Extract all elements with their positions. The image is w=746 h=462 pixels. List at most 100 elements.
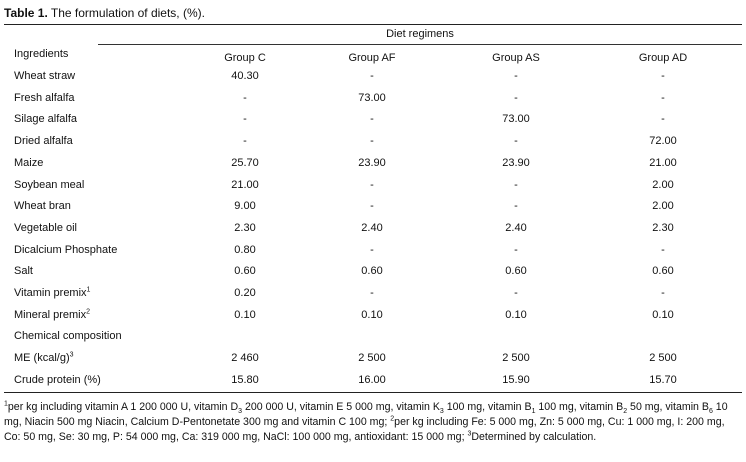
table-row: Vitamin premix1 0.20 - - - [0,286,746,307]
value-cell: - [514,200,518,212]
value-cell: 15.70 [649,374,677,386]
table-footnote: 1per kg including vitamin A 1 200 000 U,… [4,400,728,443]
header-group-as: Group AS [492,52,540,64]
value-cell: 2.30 [234,222,256,234]
value-cell: - [514,244,518,256]
value-cell: - [370,179,374,191]
table-row: Mineral premix2 0.10 0.10 0.10 0.10 [0,308,746,329]
table-row: Silage alfalfa - - 73.00 - [0,113,746,133]
value-cell: - [370,113,374,125]
value-cell: 2.00 [652,200,674,212]
value-cell: 0.60 [652,265,674,277]
value-cell: 0.10 [505,309,527,321]
column-header-row: Ingredients Group C Group AF Group AS Gr… [0,48,746,68]
value-cell: - [370,200,374,212]
value-cell: 0.60 [505,265,527,277]
table-row: ME (kcal/g)3 2 460 2 500 2 500 2 500 [0,351,746,372]
value-cell: 2.40 [361,222,383,234]
value-cell: 2 500 [502,352,530,364]
table-row: Wheat bran 9.00 - - 2.00 [0,200,746,220]
ingredient-name: Wheat straw [14,70,76,82]
table-row: Dicalcium Phosphate 0.80 - - - [0,244,746,264]
table-row: Maize 25.70 23.90 23.90 21.00 [0,157,746,177]
ingredient-name: Wheat bran [14,200,71,212]
value-cell: 23.90 [358,157,386,169]
value-cell: 15.90 [502,374,530,386]
value-cell: 0.60 [234,265,256,277]
table-row: Vegetable oil 2.30 2.40 2.40 2.30 [0,222,746,242]
value-cell: 25.70 [231,157,259,169]
value-cell: - [514,70,518,82]
value-cell: 2 460 [231,352,259,364]
value-cell: - [514,179,518,191]
table-row: Crude protein (%) 15.80 16.00 15.90 15.70 [0,374,746,394]
value-cell: - [370,244,374,256]
value-cell: 2.30 [652,222,674,234]
value-cell: 0.20 [234,287,256,299]
value-cell: 73.00 [358,92,386,104]
value-cell: 72.00 [649,135,677,147]
value-cell: - [243,92,247,104]
value-cell: 0.60 [361,265,383,277]
ingredient-name: Silage alfalfa [14,113,77,125]
value-cell: - [243,113,247,125]
ingredient-name: ME (kcal/g)3 [14,351,74,364]
value-cell: 21.00 [231,179,259,191]
value-cell: - [661,113,665,125]
header-group-c: Group C [224,52,266,64]
value-cell: 21.00 [649,157,677,169]
header-group-ad: Group AD [638,52,688,64]
ingredient-name: Dried alfalfa [14,135,73,147]
value-cell: - [243,135,247,147]
value-cell: - [370,70,374,82]
ingredient-name: Maize [14,157,44,169]
ingredient-name: Vegetable oil [14,222,77,234]
value-cell: - [661,287,665,299]
value-cell: 40.30 [231,70,259,82]
value-cell: - [661,70,665,82]
value-cell: 2.40 [505,222,527,234]
value-cell: - [661,244,665,256]
table-row: Soybean meal 21.00 - - 2.00 [0,179,746,199]
value-cell: 2 500 [358,352,386,364]
ingredient-name: Chemical composition [14,330,122,342]
table-label: Table 1. [4,6,48,20]
table-row: Dried alfalfa - - - 72.00 [0,135,746,155]
value-cell: - [514,135,518,147]
value-cell: 9.00 [234,200,256,212]
value-cell: 0.80 [234,244,256,256]
header-group-af: Group AF [348,52,396,64]
table-row: Fresh alfalfa - 73.00 - - [0,92,746,112]
value-cell: - [370,287,374,299]
diet-regimens-header: Diet regimens [386,28,454,40]
value-cell: 73.00 [502,113,530,125]
ingredient-name: Fresh alfalfa [14,92,75,104]
value-cell: 2 500 [649,352,677,364]
table-caption: Table 1. The formulation of diets, (%). [4,6,205,20]
value-cell: 0.10 [361,309,383,321]
table-row: Wheat straw 40.30 - - - [0,70,746,90]
ingredient-name: Crude protein (%) [14,374,101,386]
ingredient-name: Dicalcium Phosphate [14,244,118,256]
value-cell: - [514,92,518,104]
value-cell: 23.90 [502,157,530,169]
header-sub-rule [98,44,742,45]
value-cell: - [370,135,374,147]
value-cell: 16.00 [358,374,386,386]
value-cell: - [514,287,518,299]
top-rule [4,24,742,25]
value-cell: - [661,92,665,104]
value-cell: 15.80 [231,374,259,386]
ingredient-name: Salt [14,265,33,277]
ingredient-name: Vitamin premix1 [14,286,91,299]
table-row: Salt 0.60 0.60 0.60 0.60 [0,265,746,285]
ingredient-name: Soybean meal [14,179,85,191]
bottom-rule [4,392,742,393]
header-ingredients: Ingredients [14,48,69,60]
value-cell: 0.10 [234,309,256,321]
value-cell: 2.00 [652,179,674,191]
value-cell: 0.10 [652,309,674,321]
table-title: The formulation of diets, (%). [47,6,205,20]
ingredient-name: Mineral premix2 [14,308,91,321]
table-row: Chemical composition [0,330,746,350]
